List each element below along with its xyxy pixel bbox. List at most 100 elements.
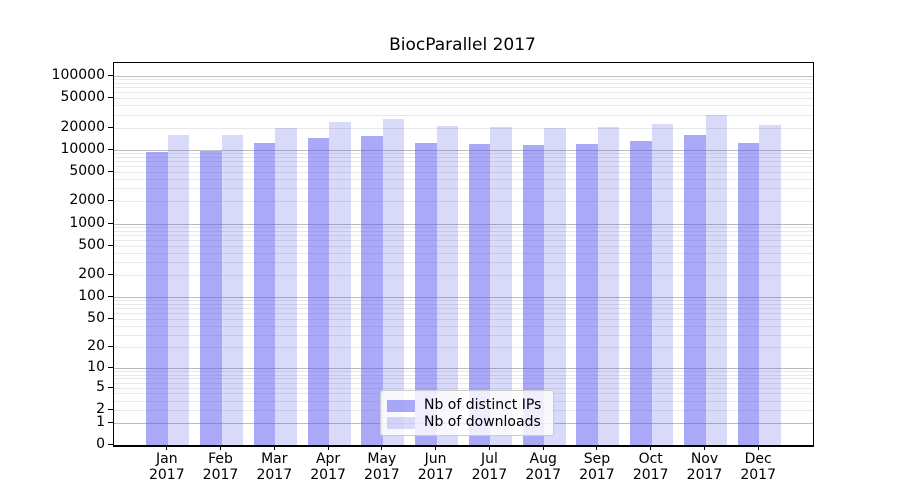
x-tick-may-2017	[381, 446, 383, 450]
y-tick-0	[108, 444, 113, 445]
y-tick-5	[108, 386, 113, 388]
bar-downloads-jul-2017	[490, 126, 512, 445]
y-tick-label-50: 50	[87, 310, 105, 326]
gridline-50	[114, 319, 813, 320]
bar-ips-may-2017	[361, 136, 383, 445]
gridline-80000	[114, 83, 813, 85]
gridline-90000	[114, 79, 813, 81]
x-tick-label-apr-2017: Apr 2017	[310, 451, 346, 483]
y-tick-50	[108, 318, 113, 319]
gridline-900	[114, 226, 813, 228]
bar-ips-nov-2017	[684, 134, 706, 445]
bar-downloads-jun-2017	[436, 126, 459, 445]
x-tick-label-feb-2017: Feb 2017	[202, 451, 239, 483]
x-tick-label-may-2017: May 2017	[363, 451, 400, 483]
y-tick-label-1000: 1000	[69, 214, 105, 231]
legend-label-downloads: Nb of downloads	[424, 414, 541, 430]
legend-swatch-downloads	[387, 416, 415, 429]
bar-ips-dec-2017	[737, 143, 760, 445]
gridline-7000	[114, 161, 813, 163]
bar-downloads-oct-2017	[651, 123, 674, 445]
legend: Nb of distinct IPs Nb of downloads	[380, 390, 555, 436]
gridline-90	[114, 300, 813, 302]
x-tick-dec-2017	[757, 446, 759, 450]
gridline-40	[114, 326, 813, 327]
bar-downloads-sep-2017	[597, 127, 620, 445]
gridline-600	[114, 239, 813, 241]
x-tick-feb-2017	[220, 446, 221, 450]
gridline-300	[114, 262, 813, 264]
y-tick-20	[108, 346, 113, 348]
y-tick-2	[108, 408, 113, 410]
bar-ips-aug-2017	[522, 145, 545, 445]
gridline-70000	[114, 87, 813, 89]
x-tick-jun-2017	[435, 446, 437, 450]
gridline-9	[114, 371, 813, 373]
gridline-80	[114, 304, 813, 306]
x-tick-label-jul-2017: Jul 2017	[471, 451, 508, 483]
y-tick-label-5: 5	[96, 378, 105, 395]
x-tick-jan-2017	[166, 446, 168, 450]
x-tick-label-jun-2017: Jun 2017	[417, 451, 454, 483]
y-tick-100000	[108, 75, 113, 76]
y-tick-label-0: 0	[96, 436, 105, 452]
y-tick-1000	[108, 222, 113, 224]
y-tick-2000	[108, 200, 113, 202]
y-tick-label-2000: 2000	[69, 192, 105, 209]
y-tick-10	[108, 367, 113, 369]
gridline-100000	[114, 76, 813, 77]
gridline-6000	[114, 166, 813, 168]
gridline-10000	[114, 149, 813, 151]
bar-ips-sep-2017	[576, 144, 598, 445]
y-tick-10000	[108, 148, 113, 150]
gridline-5	[114, 387, 813, 389]
x-tick-nov-2017	[704, 446, 705, 450]
gridline-60	[114, 313, 813, 315]
y-tick-5000	[108, 171, 113, 172]
y-tick-label-10000: 10000	[60, 140, 105, 157]
y-tick-label-20000: 20000	[60, 118, 105, 135]
bar-downloads-may-2017	[382, 118, 405, 445]
x-tick-label-sep-2017: Sep 2017	[579, 451, 615, 483]
gridline-800	[114, 230, 813, 232]
x-tick-label-dec-2017: Dec 2017	[740, 451, 776, 483]
gridline-8	[114, 374, 813, 376]
x-tick-jul-2017	[488, 446, 490, 450]
y-tick-label-5000: 5000	[69, 163, 105, 179]
chart-title: BiocParallel 2017	[389, 35, 536, 55]
gridline-8000	[114, 156, 813, 158]
gridline-1000	[114, 223, 813, 225]
y-tick-label-1: 1	[96, 413, 105, 430]
x-tick-oct-2017	[650, 446, 652, 450]
gridline-9000	[114, 153, 813, 155]
bar-ips-feb-2017	[200, 151, 222, 445]
bar-downloads-jan-2017	[167, 134, 190, 445]
y-tick-200	[108, 274, 113, 275]
legend-swatch-distinct-ips	[387, 399, 415, 412]
gridline-2000	[114, 201, 813, 203]
y-tick-label-100000: 100000	[51, 67, 105, 83]
bar-ips-mar-2017	[253, 143, 276, 445]
gridline-5000	[114, 172, 813, 173]
x-tick-label-nov-2017: Nov 2017	[686, 451, 723, 483]
bar-ips-jan-2017	[146, 151, 168, 445]
gridline-30000	[114, 114, 813, 116]
bar-ips-apr-2017	[307, 137, 330, 445]
y-tick-label-20: 20	[87, 338, 105, 355]
gridline-20	[114, 347, 813, 349]
x-tick-label-mar-2017: Mar 2017	[256, 451, 293, 483]
x-tick-mar-2017	[273, 446, 275, 450]
gridline-70	[114, 308, 813, 310]
bar-ips-oct-2017	[630, 141, 652, 445]
x-tick-apr-2017	[327, 446, 329, 450]
y-tick-500	[108, 244, 113, 246]
gridline-30	[114, 334, 813, 336]
bar-ips-jun-2017	[415, 142, 437, 445]
y-tick-20000	[108, 126, 113, 128]
x-tick-sep-2017	[596, 446, 598, 450]
bar-downloads-apr-2017	[329, 121, 351, 445]
gridline-3000	[114, 188, 813, 190]
gridline-10	[114, 368, 813, 370]
gridline-6	[114, 382, 813, 384]
